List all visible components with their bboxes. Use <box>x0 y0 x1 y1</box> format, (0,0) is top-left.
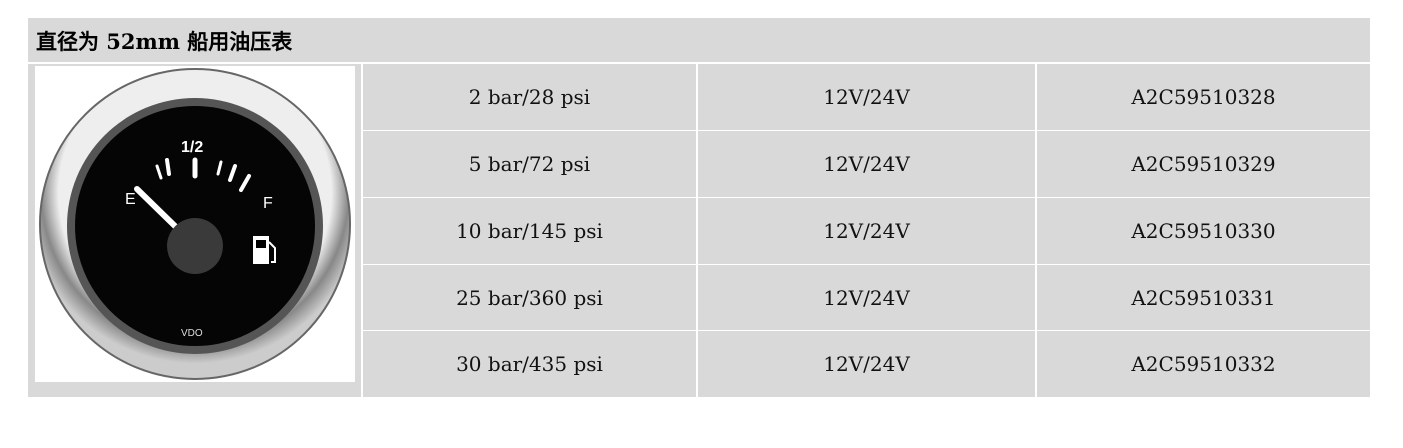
gauge-label-e: E <box>125 191 136 208</box>
gauge-image: E 1/2 F VDO <box>35 66 355 382</box>
table-cell-part: A2C59510331 <box>1037 265 1370 330</box>
table-cell-voltage: 12V/24V <box>698 198 1035 264</box>
table-title: 直径为 52mm 船用油压表 <box>36 29 293 54</box>
table-cell-range: 2 bar/28 psi <box>363 64 696 130</box>
table-cell-part: A2C59510330 <box>1037 198 1370 264</box>
gauge-label-f: F <box>263 195 273 212</box>
table-cell-voltage: 12V/24V <box>698 265 1035 330</box>
gauge-label-half: 1/2 <box>181 139 203 156</box>
table-cell-range: 5 bar/72 psi <box>363 131 696 197</box>
table-cell-range: 30 bar/435 psi <box>363 331 696 397</box>
table-cell-range: 25 bar/360 psi <box>363 265 696 330</box>
table-cell-part: A2C59510328 <box>1037 64 1370 130</box>
table-cell-range: 10 bar/145 psi <box>363 198 696 264</box>
table-cell-voltage: 12V/24V <box>698 331 1035 397</box>
table-cell-part: A2C59510332 <box>1037 331 1370 397</box>
brand-logo: VDO <box>181 328 203 339</box>
table-cell-voltage: 12V/24V <box>698 131 1035 197</box>
table-header: 直径为 52mm 船用油压表 <box>28 18 1370 62</box>
table-cell-part: A2C59510329 <box>1037 131 1370 197</box>
fuel-pump-icon <box>253 236 276 264</box>
table-cell-voltage: 12V/24V <box>698 64 1035 130</box>
